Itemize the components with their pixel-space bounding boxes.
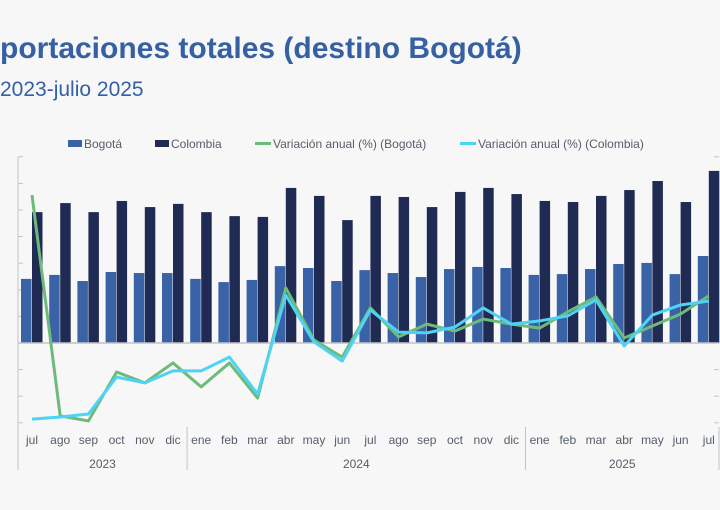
bar-bogota	[585, 269, 596, 343]
bar-bogota	[303, 267, 314, 343]
x-tick-label: mar	[586, 433, 607, 447]
bar-bogota	[444, 269, 455, 343]
bar-colombia	[342, 220, 353, 343]
bar-colombia	[624, 190, 635, 343]
bar-colombia	[229, 216, 240, 343]
x-tick-label: ene	[530, 433, 550, 447]
x-tick-label: feb	[559, 433, 576, 447]
bar-colombia	[567, 202, 579, 343]
chart-subtitle: 2023-julio 2025	[0, 78, 144, 101]
bar-colombia	[144, 207, 156, 343]
bar-colombia	[285, 187, 297, 343]
x-tick-label: mar	[247, 433, 268, 447]
x-tick-label: dic	[504, 433, 519, 447]
bar-bogota	[359, 270, 370, 343]
bar-colombia	[708, 170, 720, 343]
legend-label: Variación anual (%) (Bogotá)	[273, 137, 426, 151]
legend-label: Colombia	[171, 137, 222, 151]
bar-bogota	[613, 263, 624, 343]
x-tick-label: oct	[109, 433, 126, 447]
bar-colombia	[596, 195, 607, 343]
bar-colombia	[652, 181, 663, 343]
x-tick-label: feb	[221, 433, 238, 447]
bar-colombia	[370, 195, 381, 343]
x-tick-label: nov	[474, 433, 493, 447]
x-tick-label: sep	[417, 433, 437, 447]
bar-colombia	[201, 212, 212, 343]
line-series-colombia	[31, 293, 710, 421]
x-tick-label: sep	[79, 433, 99, 447]
bar-bogota	[162, 273, 173, 343]
x-tick-label: nov	[135, 433, 154, 447]
bar-colombia	[116, 200, 128, 343]
year-label: 2025	[609, 457, 636, 471]
chart-title: portaciones totales (destino Bogotá)	[0, 32, 522, 65]
bar-bogota	[105, 271, 117, 343]
legend-label: Bogotá	[84, 137, 122, 151]
x-tick-label: jul	[25, 433, 38, 447]
bar-colombia	[680, 202, 692, 343]
year-label: 2023	[89, 457, 116, 471]
bar-colombia	[32, 212, 43, 343]
bar-bogota	[49, 274, 60, 343]
bar-colombia	[511, 194, 522, 343]
bar-bogota	[641, 262, 652, 343]
bar-colombia	[314, 195, 325, 343]
x-tick-label: jun	[333, 433, 350, 447]
bar-bogota	[133, 273, 145, 343]
bar-colombia	[173, 203, 184, 343]
bar-colombia	[398, 196, 410, 343]
x-tick-label: abr	[277, 433, 294, 447]
bar-bogota	[387, 273, 399, 343]
bar-bogota	[77, 281, 88, 343]
bar-bogota	[472, 266, 483, 343]
x-tick-label: oct	[447, 433, 464, 447]
x-tick-label: dic	[165, 433, 180, 447]
bar-colombia	[60, 203, 71, 343]
bar-bogota	[21, 278, 32, 343]
bar-bogota	[556, 274, 568, 343]
x-tick-label: jul	[363, 433, 376, 447]
bar-colombia	[257, 216, 269, 343]
x-tick-label: may	[641, 433, 664, 447]
x-tick-label: ago	[389, 433, 409, 447]
x-tick-label: may	[303, 433, 326, 447]
legend-label: Variación anual (%) (Colombia)	[478, 137, 644, 151]
legend-swatch	[155, 140, 169, 147]
bar-bogota	[415, 277, 427, 343]
x-tick-label: ene	[191, 433, 211, 447]
x-tick-label: ago	[50, 433, 70, 447]
bar-colombia	[88, 212, 99, 343]
bar-colombia	[539, 200, 551, 343]
x-tick-label: jun	[672, 433, 689, 447]
legend-swatch	[68, 140, 82, 147]
bar-bogota	[190, 278, 201, 343]
bar-bogota	[331, 281, 342, 343]
bar-bogota	[500, 267, 511, 343]
bar-bogota	[246, 279, 258, 343]
bar-colombia	[426, 207, 438, 343]
bar-bogota	[528, 274, 540, 343]
bar-colombia	[483, 187, 494, 343]
bar-bogota	[218, 282, 229, 343]
bar-colombia	[455, 191, 466, 343]
x-tick-label: jul	[702, 433, 715, 447]
x-tick-label: abr	[616, 433, 633, 447]
year-label: 2024	[343, 457, 370, 471]
